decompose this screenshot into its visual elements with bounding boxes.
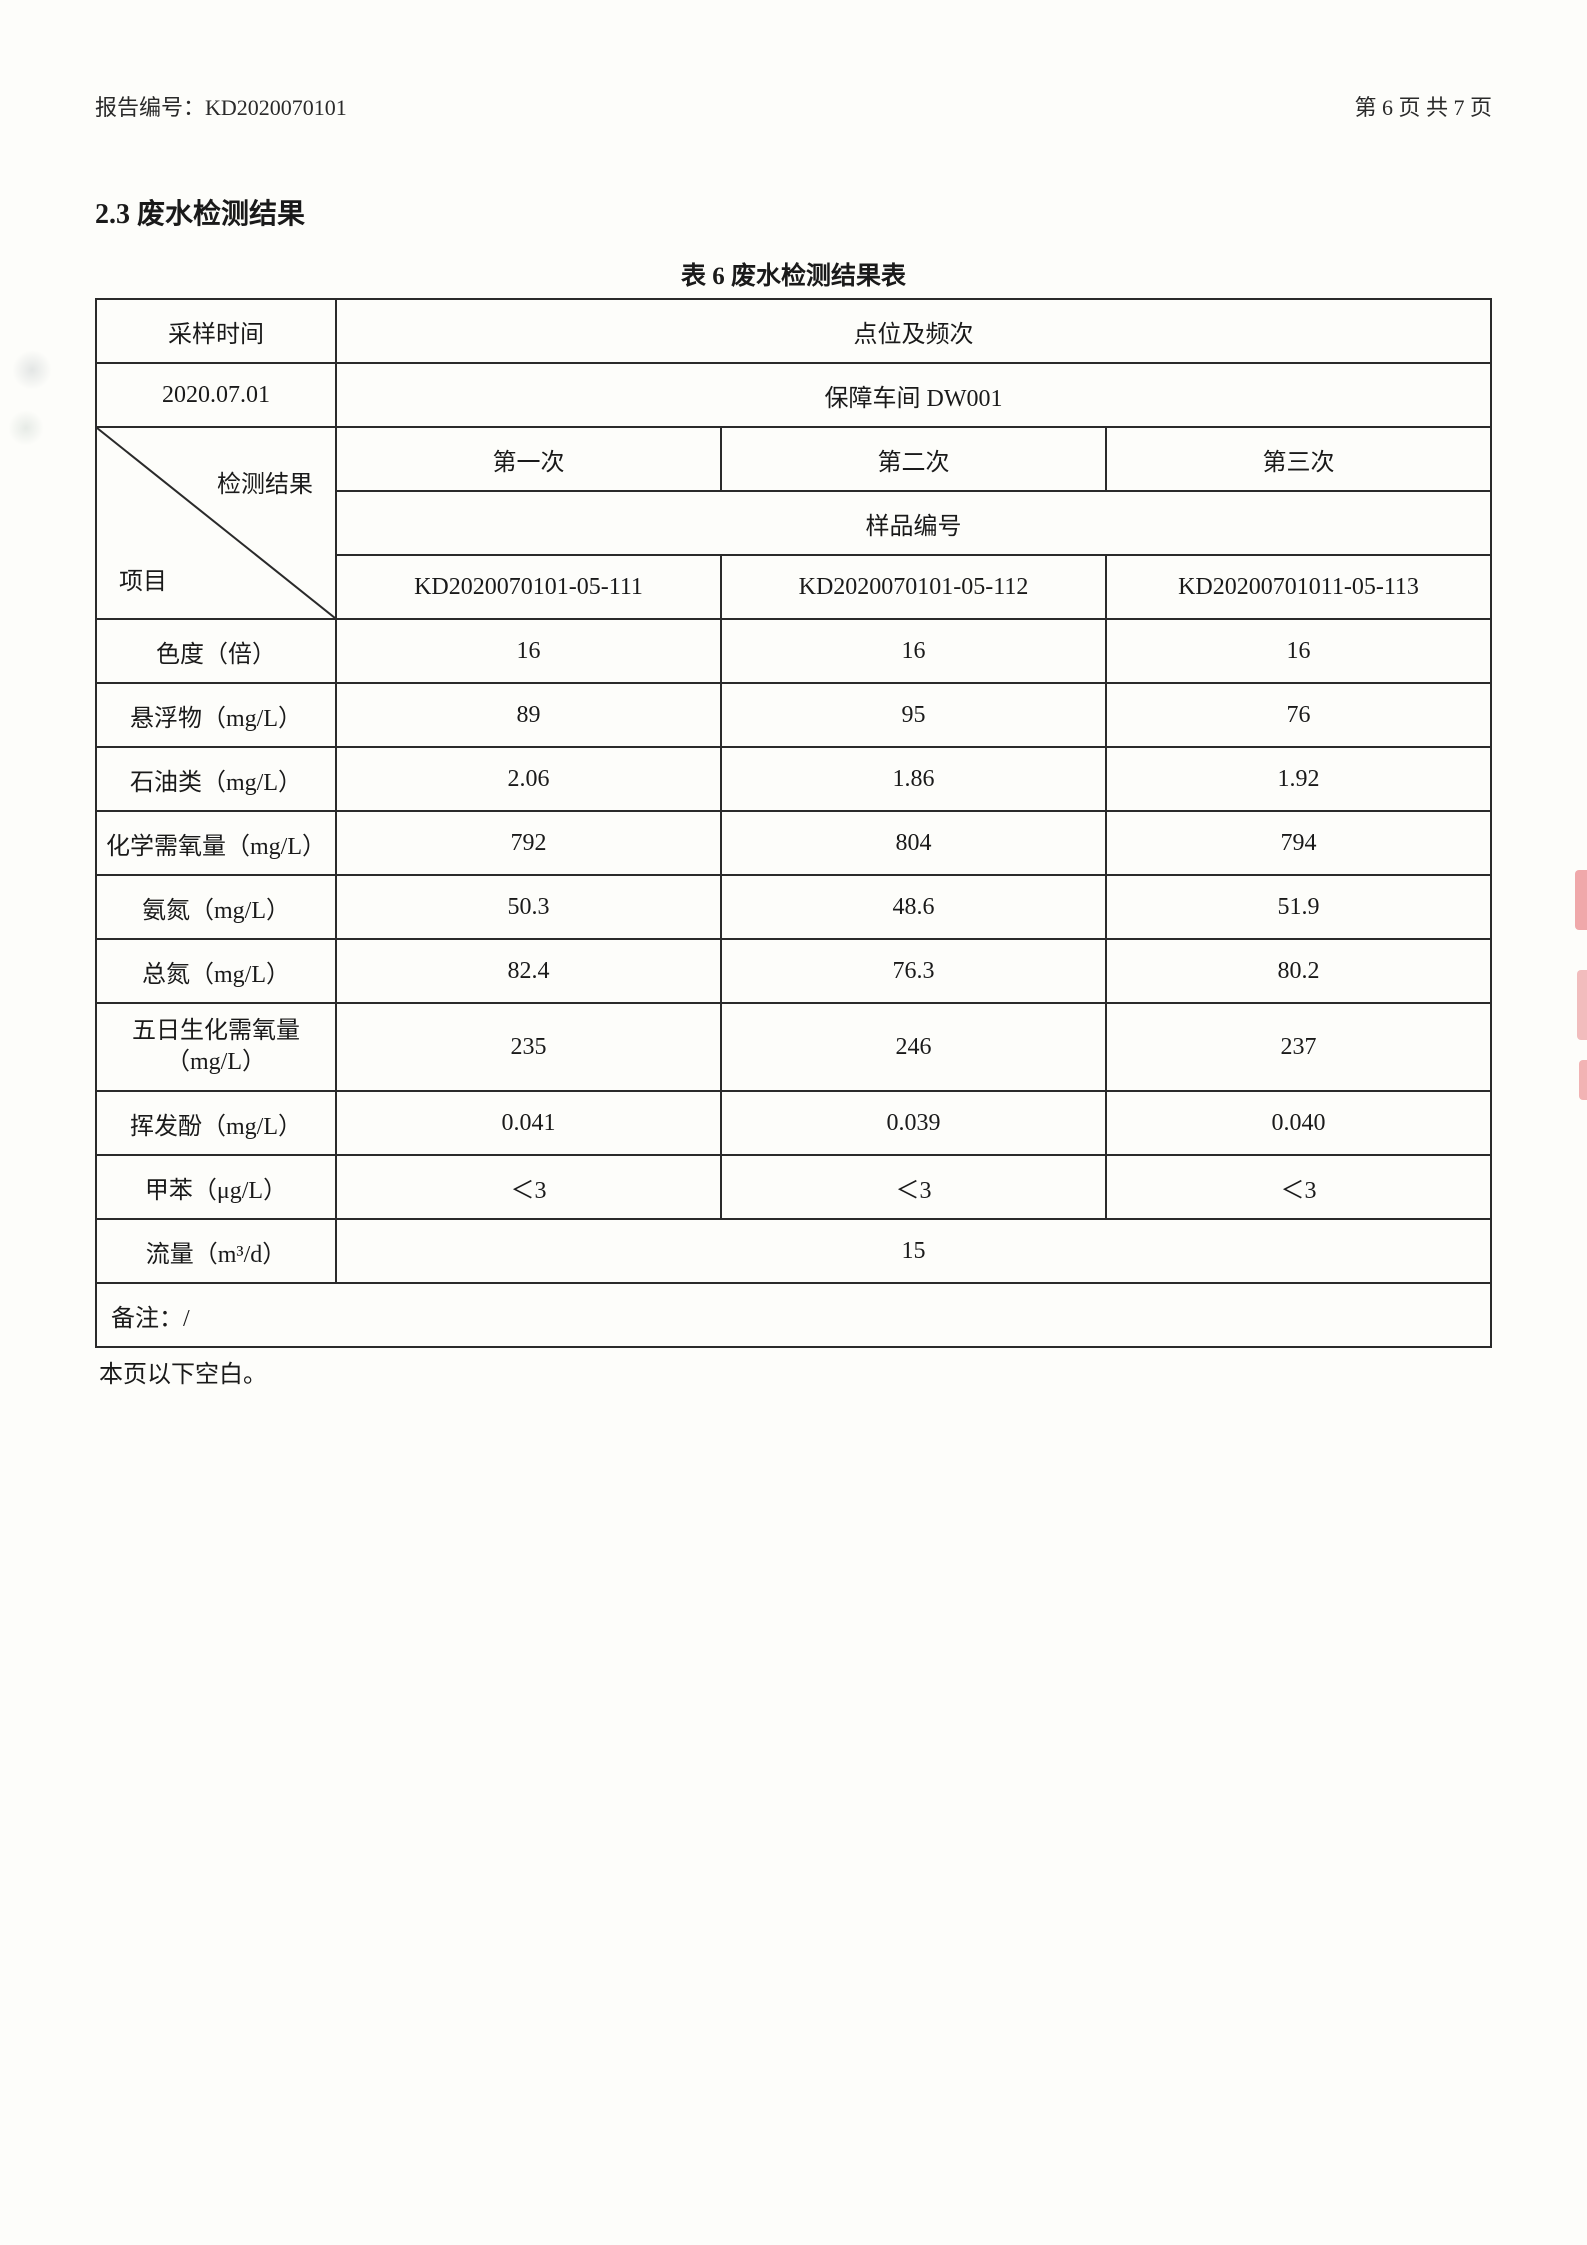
table-row: 流量（m³/d） 15 bbox=[96, 1219, 1491, 1283]
cell-value: 76.3 bbox=[721, 939, 1106, 1003]
cell-value: 792 bbox=[336, 811, 721, 875]
header-sampling-time: 采样时间 bbox=[96, 299, 336, 363]
item-name: 色度（倍） bbox=[96, 619, 336, 683]
table-row: 检测结果 项目 第一次 第二次 第三次 bbox=[96, 427, 1491, 491]
table-row: 挥发酚（mg/L） 0.041 0.039 0.040 bbox=[96, 1091, 1491, 1155]
section-title: 2.3 废水检测结果 bbox=[95, 192, 1492, 232]
cell-value: 16 bbox=[1106, 619, 1491, 683]
report-number: 报告编号：KD2020070101 bbox=[95, 90, 347, 122]
cell-value: 82.4 bbox=[336, 939, 721, 1003]
cell-value: ＜3 bbox=[721, 1155, 1106, 1219]
cell-value: 50.3 bbox=[336, 875, 721, 939]
cell-value: 16 bbox=[336, 619, 721, 683]
cell-value: ＜3 bbox=[1106, 1155, 1491, 1219]
cell-value: 51.9 bbox=[1106, 875, 1491, 939]
col-time-1: 第一次 bbox=[336, 427, 721, 491]
stamp-edge bbox=[1579, 1060, 1587, 1100]
item-name: 石油类（mg/L） bbox=[96, 747, 336, 811]
diagonal-header: 检测结果 项目 bbox=[96, 427, 336, 619]
table-row: 甲苯（μg/L） ＜3 ＜3 ＜3 bbox=[96, 1155, 1491, 1219]
cell-value: 0.040 bbox=[1106, 1091, 1491, 1155]
cell-value: 48.6 bbox=[721, 875, 1106, 939]
item-name: 五日生化需氧量 （mg/L） bbox=[96, 1003, 336, 1091]
header-location-freq: 点位及频次 bbox=[336, 299, 1491, 363]
cell-value: 76 bbox=[1106, 683, 1491, 747]
report-number-value: KD2020070101 bbox=[205, 95, 347, 120]
table-row: 悬浮物（mg/L） 89 95 76 bbox=[96, 683, 1491, 747]
cell-value: 15 bbox=[336, 1219, 1491, 1283]
col-time-2: 第二次 bbox=[721, 427, 1106, 491]
sample-number-label: 样品编号 bbox=[336, 491, 1491, 555]
table-row: 2020.07.01 保障车间 DW001 bbox=[96, 363, 1491, 427]
cell-value: 237 bbox=[1106, 1003, 1491, 1091]
cell-value: 246 bbox=[721, 1003, 1106, 1091]
cell-value: 1.92 bbox=[1106, 747, 1491, 811]
scan-artifact bbox=[12, 350, 52, 390]
item-name: 总氮（mg/L） bbox=[96, 939, 336, 1003]
results-table: 采样时间 点位及频次 2020.07.01 保障车间 DW001 检测结果 项目… bbox=[95, 298, 1492, 1348]
cell-value: 95 bbox=[721, 683, 1106, 747]
item-name: 悬浮物（mg/L） bbox=[96, 683, 336, 747]
cell-value: 235 bbox=[336, 1003, 721, 1091]
item-name: 化学需氧量（mg/L） bbox=[96, 811, 336, 875]
table-row: 色度（倍） 16 16 16 bbox=[96, 619, 1491, 683]
col-time-3: 第三次 bbox=[1106, 427, 1491, 491]
cell-value: 804 bbox=[721, 811, 1106, 875]
table-row: 氨氮（mg/L） 50.3 48.6 51.9 bbox=[96, 875, 1491, 939]
cell-value: 794 bbox=[1106, 811, 1491, 875]
item-name: 甲苯（μg/L） bbox=[96, 1155, 336, 1219]
location-value: 保障车间 DW001 bbox=[336, 363, 1491, 427]
table-row: 采样时间 点位及频次 bbox=[96, 299, 1491, 363]
blank-below-note: 本页以下空白。 bbox=[99, 1354, 1492, 1389]
item-line1: 五日生化需氧量 bbox=[132, 1018, 300, 1044]
table-row: 总氮（mg/L） 82.4 76.3 80.2 bbox=[96, 939, 1491, 1003]
table-row: 五日生化需氧量 （mg/L） 235 246 237 bbox=[96, 1003, 1491, 1091]
sample-no-2: KD2020070101-05-112 bbox=[721, 555, 1106, 619]
table-row: 石油类（mg/L） 2.06 1.86 1.92 bbox=[96, 747, 1491, 811]
sample-no-1: KD2020070101-05-111 bbox=[336, 555, 721, 619]
cell-value: 1.86 bbox=[721, 747, 1106, 811]
cell-value: ＜3 bbox=[336, 1155, 721, 1219]
page-indicator: 第 6 页 共 7 页 bbox=[1354, 90, 1492, 122]
cell-value: 16 bbox=[721, 619, 1106, 683]
item-name: 流量（m³/d） bbox=[96, 1219, 336, 1283]
cell-value: 0.041 bbox=[336, 1091, 721, 1155]
table-caption: 表 6 废水检测结果表 bbox=[95, 256, 1492, 292]
sample-no-3: KD20200701011-05-113 bbox=[1106, 555, 1491, 619]
cell-value: 2.06 bbox=[336, 747, 721, 811]
diag-label-items: 项目 bbox=[119, 561, 167, 596]
report-number-label: 报告编号： bbox=[95, 95, 205, 120]
item-name: 氨氮（mg/L） bbox=[96, 875, 336, 939]
report-page: 报告编号：KD2020070101 第 6 页 共 7 页 2.3 废水检测结果… bbox=[0, 0, 1587, 2245]
cell-value: 89 bbox=[336, 683, 721, 747]
cell-value: 80.2 bbox=[1106, 939, 1491, 1003]
cell-value: 0.039 bbox=[721, 1091, 1106, 1155]
item-line2: （mg/L） bbox=[166, 1049, 266, 1075]
stamp-edge bbox=[1575, 870, 1587, 930]
page-header: 报告编号：KD2020070101 第 6 页 共 7 页 bbox=[95, 90, 1492, 122]
table-row: 备注：/ bbox=[96, 1283, 1491, 1347]
stamp-edge bbox=[1577, 970, 1587, 1040]
item-name: 挥发酚（mg/L） bbox=[96, 1091, 336, 1155]
table-note: 备注：/ bbox=[96, 1283, 1491, 1347]
diag-label-results: 检测结果 bbox=[217, 464, 313, 499]
sampling-date: 2020.07.01 bbox=[96, 363, 336, 427]
scan-artifact bbox=[8, 410, 44, 446]
table-row: 化学需氧量（mg/L） 792 804 794 bbox=[96, 811, 1491, 875]
